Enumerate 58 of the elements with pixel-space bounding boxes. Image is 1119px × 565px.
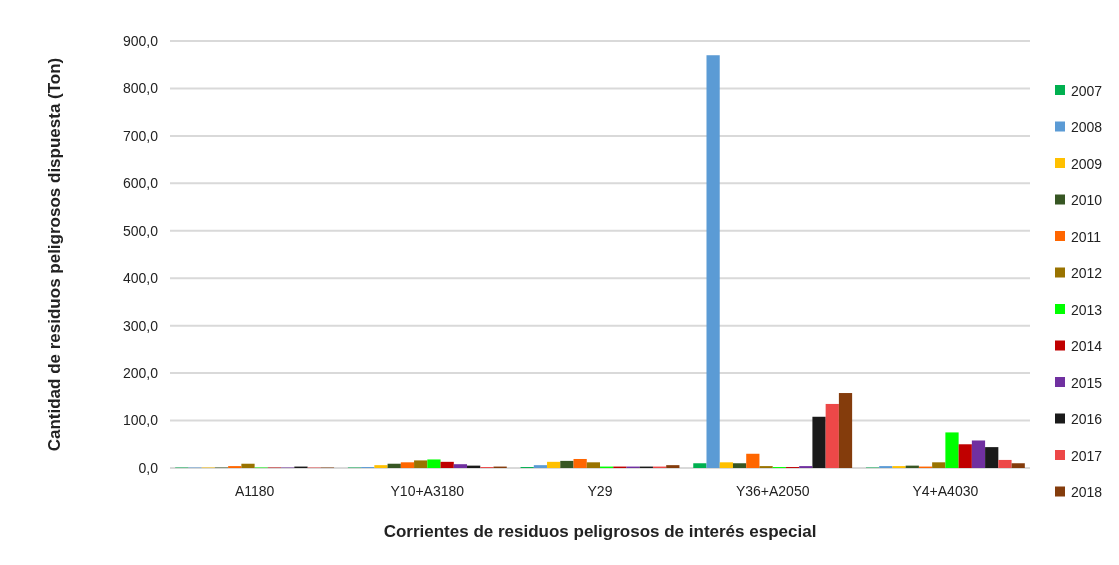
bar [374, 465, 388, 468]
bar [985, 447, 999, 468]
legend-label: 2009 [1071, 155, 1103, 172]
bar [547, 461, 561, 468]
legend-label: 2008 [1071, 119, 1103, 136]
bar [533, 465, 548, 468]
legend-label: 2011 [1071, 228, 1102, 245]
y-tick-label: 700,0 [122, 127, 159, 144]
legend-label: 2012 [1071, 265, 1103, 282]
bar [453, 464, 468, 468]
bar [573, 458, 587, 468]
bar [560, 460, 574, 468]
y-tick-label: 800,0 [122, 80, 159, 97]
y-tick-label: 100,0 [122, 412, 159, 429]
legend-label: 2013 [1071, 301, 1103, 318]
x-tick-label: Y36+A2050 [735, 483, 810, 499]
legend-label: 2016 [1071, 411, 1103, 428]
bar [400, 462, 415, 468]
x-tick-label: Y29 [587, 483, 613, 499]
y-axis-title: Cantidad de residuos peligrosos dispuesta (Ton) [45, 57, 64, 452]
bar [666, 465, 680, 468]
bar [241, 463, 255, 468]
bar [958, 444, 972, 468]
bar [746, 453, 760, 468]
x-tick-label: Y4+A4030 [912, 483, 979, 499]
bar [825, 403, 839, 468]
bar [693, 463, 707, 468]
bar [945, 432, 959, 468]
bar [971, 440, 986, 468]
y-tick-label: 200,0 [122, 365, 159, 382]
bar [586, 462, 600, 468]
legend-label: 2014 [1071, 338, 1103, 355]
legend-label: 2015 [1071, 374, 1103, 391]
y-tick-label: 500,0 [122, 222, 159, 239]
bar [440, 461, 454, 468]
bar [838, 393, 853, 468]
y-tick-label: 300,0 [122, 317, 159, 334]
bar [387, 463, 401, 468]
bar [706, 55, 720, 468]
y-tick-label: 0,0 [138, 459, 159, 476]
bar [732, 463, 747, 468]
bar [427, 459, 441, 468]
bar [719, 462, 733, 468]
bar [998, 459, 1012, 468]
x-tick-label: Y10+A3180 [390, 483, 465, 499]
legend-label: 2017 [1071, 447, 1103, 464]
bar [1011, 463, 1025, 468]
legend-label: 2018 [1071, 484, 1103, 501]
bar [414, 460, 428, 468]
legend-label: 2010 [1071, 192, 1103, 209]
x-axis-title: Corrientes de residuos peligrosos de interés especial [383, 522, 817, 541]
bar [812, 416, 826, 468]
legend-label: 2007 [1071, 82, 1103, 99]
x-tick-label: A1180 [234, 483, 275, 499]
y-tick-label: 400,0 [122, 270, 159, 287]
y-tick-label: 900,0 [122, 32, 159, 49]
bar [932, 462, 946, 468]
y-tick-label: 600,0 [122, 175, 159, 192]
